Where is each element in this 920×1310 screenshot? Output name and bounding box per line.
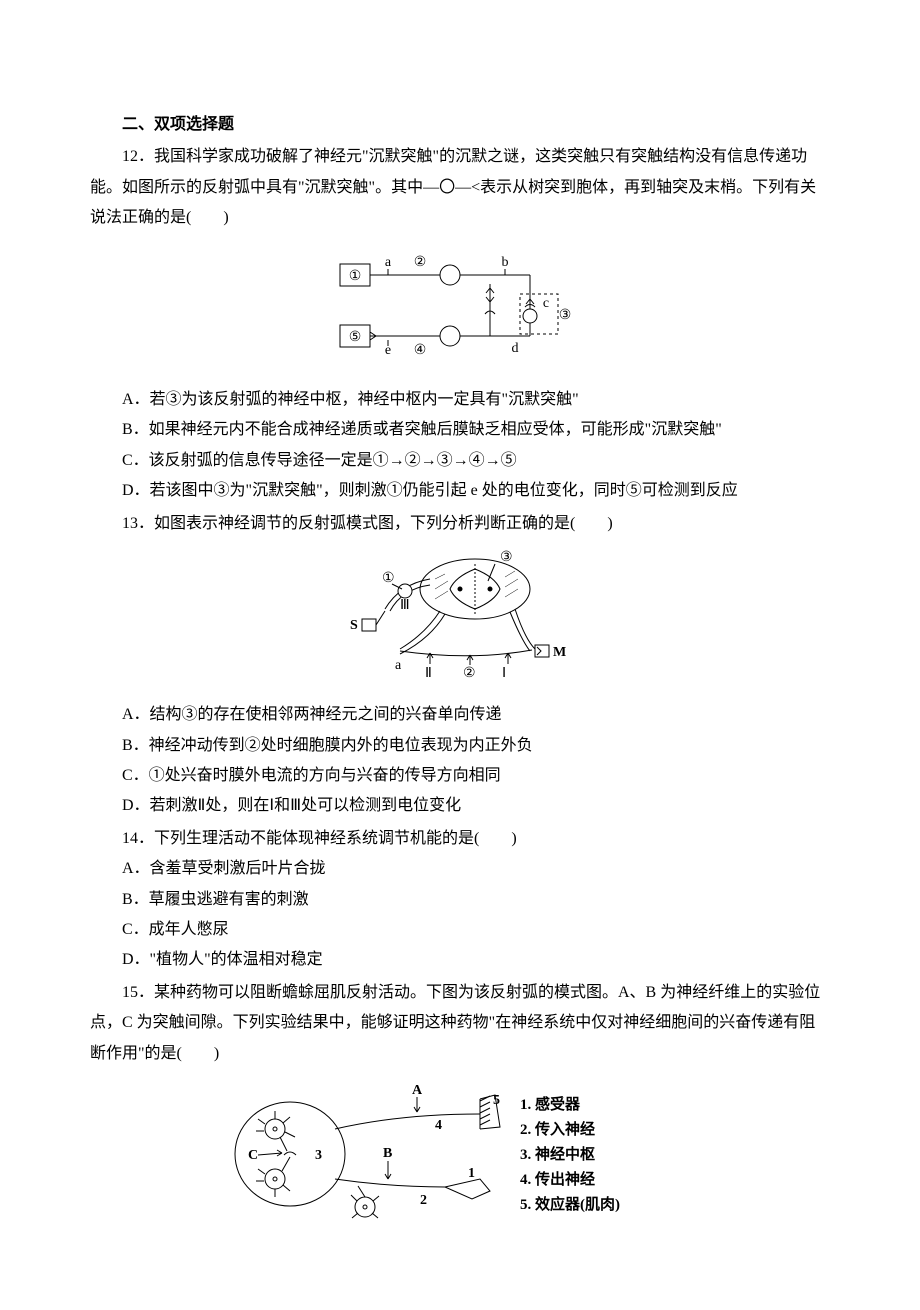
q13-label-r3: Ⅲ (400, 598, 410, 613)
q13-label-s: S (350, 618, 358, 633)
q12-soma-bot (440, 326, 460, 346)
q13-label-r2: Ⅱ (425, 666, 432, 679)
q15-stem: 15．某种药物可以阻断蟾蜍屈肌反射活动。下图为该反射弧的模式图。A、B 为神经纤… (90, 978, 830, 1069)
q12-label-3: ③ (559, 308, 572, 323)
q15-legend-1: 1. 感受器 (520, 1095, 581, 1113)
q15-label-a: A (412, 1083, 423, 1098)
q15-legend-5: 5. 效应器(肌肉) (520, 1195, 620, 1213)
q15-label-n4: 4 (435, 1118, 442, 1133)
q12-label-5: ⑤ (349, 330, 362, 345)
q13-option-b: B．神经冲动传到②处时细胞膜内外的电位表现为内正外负 (90, 731, 830, 761)
q15-legend-3: 3. 神经中枢 (520, 1145, 595, 1163)
q12-label-a: a (385, 255, 392, 270)
q15-label-n3: 3 (315, 1148, 322, 1163)
q14-stem: 14．下列生理活动不能体现神经系统调节机能的是( ) (90, 824, 830, 854)
q12-label-2: ② (414, 255, 427, 270)
q13-stem: 13．如图表示神经调节的反射弧模式图，下列分析判断正确的是( ) (90, 509, 830, 539)
q13-option-c: C．①处兴奋时膜外电流的方向与兴奋的传导方向相同 (90, 761, 830, 791)
q15-label-b: B (383, 1146, 392, 1161)
q15-figure: C 3 4 A 5 2 (90, 1079, 830, 1240)
q12-label-4: ④ (414, 343, 427, 358)
q13-label-2: ② (463, 666, 476, 679)
q12-option-a: A．若③为该反射弧的神经中枢，神经中枢内一定具有"沉默突触" (90, 385, 830, 415)
q13-label-m: M (553, 645, 566, 660)
q15-legend-2: 2. 传入神经 (520, 1120, 595, 1138)
q12-label-c: c (543, 296, 549, 311)
q12-soma-top (440, 265, 460, 285)
q15-label-c: C (248, 1148, 258, 1163)
q13-option-a: A．结构③的存在使相邻两神经元之间的兴奋单向传递 (90, 700, 830, 730)
q14-option-a: A．含羞草受刺激后叶片合拢 (90, 854, 830, 884)
q14-option-d: D．"植物人"的体温相对稳定 (90, 945, 830, 975)
q12-label-1: ① (349, 269, 362, 284)
q15-label-n2: 2 (420, 1193, 427, 1208)
q13-label-r1: Ⅰ (502, 666, 506, 679)
q14-option-c: C．成年人憋尿 (90, 915, 830, 945)
q14-option-b: B．草履虫逃避有害的刺激 (90, 885, 830, 915)
q12-option-b: B．如果神经元内不能合成神经递质或者突触后膜缺乏相应受体，可能形成"沉默突触" (90, 415, 830, 445)
q13-label-1a: ① (382, 571, 395, 586)
q15-label-n1: 1 (468, 1166, 475, 1181)
q12-option-c: C．该反射弧的信息传导途径一定是①→②→③→④→⑤ (90, 446, 830, 476)
q12-figure: ① a ② b ③ c ⑤ (90, 244, 830, 375)
q12-label-d: d (512, 341, 519, 356)
q15-label-n5: 5 (493, 1093, 500, 1108)
q13-label-a: a (395, 658, 402, 673)
q15-legend-4: 4. 传出神经 (520, 1170, 595, 1188)
q13-figure: ③ ① Ⅲ S a Ⅱ (90, 549, 830, 690)
q12-label-b: b (502, 255, 509, 270)
section-title: 二、双项选择题 (90, 110, 830, 140)
q13-label-3: ③ (500, 550, 513, 565)
q12-option-d-line1: D．若该图中③为"沉默突触"，则刺激①仍能引起 e 处的电位变化，同时⑤可检测到… (90, 476, 830, 506)
q13-option-d: D．若刺激Ⅱ处，则在Ⅰ和Ⅲ处可以检测到电位变化 (90, 791, 830, 821)
q12-stem: 12．我国科学家成功破解了神经元"沉默突触"的沉默之谜，这类突触只有突触结构没有… (90, 142, 830, 233)
